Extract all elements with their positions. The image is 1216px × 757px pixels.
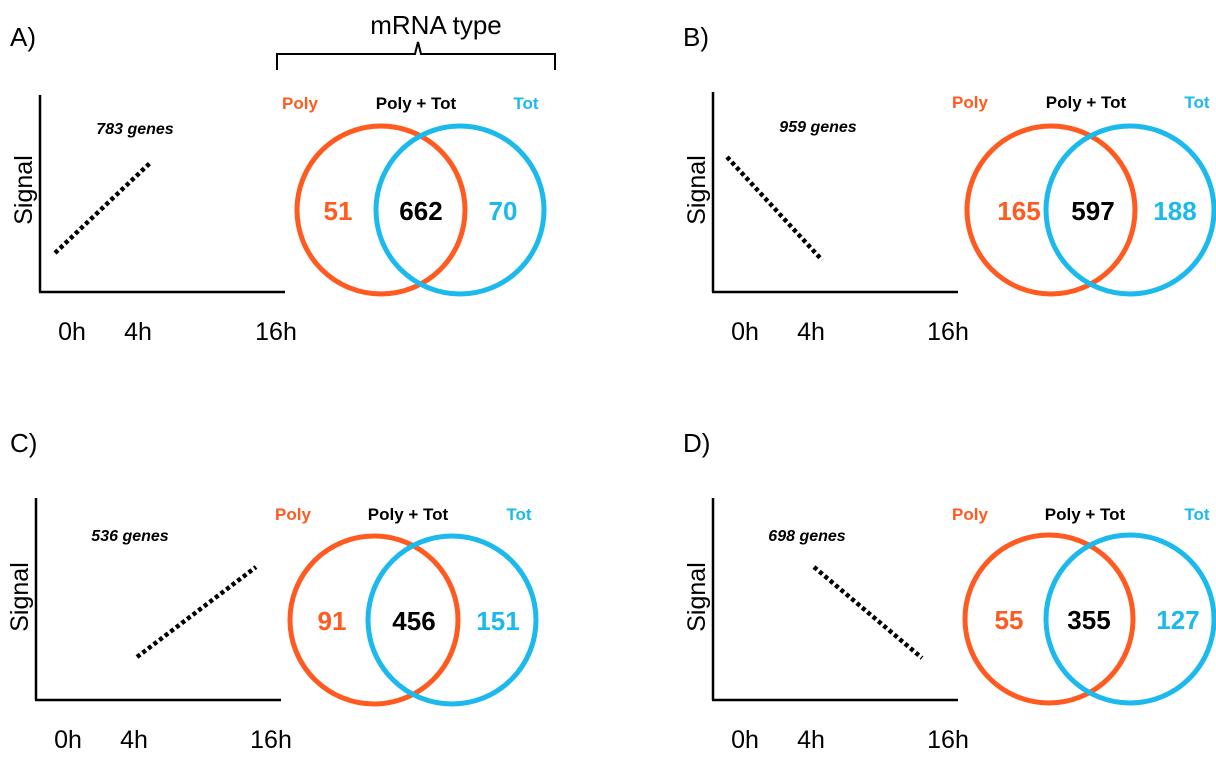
tick-label-4h: 4h <box>120 726 148 754</box>
mrna-type-title: mRNA type <box>370 10 502 40</box>
tot-only-count: 188 <box>1153 196 1196 226</box>
tick-label-16h: 16h <box>927 726 969 754</box>
venn-diagram: Poly Poly + Tot Tot 91 456 151 <box>275 505 539 707</box>
panel-label: A) <box>10 22 36 52</box>
tick-label-4h: 4h <box>797 726 825 754</box>
poly-tot-header: Poly + Tot <box>1045 505 1126 524</box>
tot-header: Tot <box>1184 505 1210 524</box>
panel-label: B) <box>683 22 709 52</box>
y-axis-label: Signal <box>683 562 711 632</box>
mrna-type-bracket <box>276 41 556 70</box>
venn-diagram: Poly Poly + Tot Tot 165 597 188 <box>952 93 1216 297</box>
tick-label-4h: 4h <box>797 318 825 346</box>
tick-label-4h: 4h <box>124 318 152 346</box>
y-axis-label: Signal <box>6 562 34 632</box>
y-axis-label: Signal <box>683 155 711 225</box>
trend-line <box>135 565 258 659</box>
tick-label-16h: 16h <box>255 318 297 346</box>
gene-count: 959 genes <box>779 119 856 136</box>
poly-only-count: 91 <box>318 606 347 636</box>
venn-diagram: Poly Poly + Tot Tot 51 662 70 <box>282 94 547 297</box>
poly-circle <box>287 533 461 707</box>
trend-line <box>812 565 924 660</box>
overlap-count: 597 <box>1071 196 1114 226</box>
overlap-count: 662 <box>399 196 442 226</box>
signal-plot: Signal 0h 4h 16h 698 genes <box>683 498 969 754</box>
poly-header: Poly <box>952 505 988 524</box>
signal-plot: Signal 0h 4h 16h 536 genes <box>6 498 292 754</box>
trend-line <box>725 155 824 262</box>
tot-only-count: 70 <box>489 196 518 226</box>
tick-label-16h: 16h <box>927 318 969 346</box>
panel-a: A) Signal 0h 4h 16h 783 genes Poly Poly … <box>10 22 547 346</box>
panel-label: D) <box>683 428 710 458</box>
poly-tot-header: Poly + Tot <box>376 94 457 113</box>
gene-count: 783 genes <box>96 121 173 138</box>
tot-circle <box>373 123 547 297</box>
poly-header: Poly <box>275 505 311 524</box>
tick-label-0h: 0h <box>58 318 86 346</box>
poly-header: Poly <box>282 94 318 113</box>
poly-circle <box>294 123 468 297</box>
signal-plot: Signal 0h 4h 16h 959 genes <box>683 92 969 346</box>
overlap-count: 456 <box>392 606 435 636</box>
poly-only-count: 51 <box>324 196 353 226</box>
poly-tot-header: Poly + Tot <box>368 505 449 524</box>
poly-tot-header: Poly + Tot <box>1046 93 1127 112</box>
tick-label-16h: 16h <box>250 726 292 754</box>
gene-count: 536 genes <box>91 528 168 545</box>
panel-b: B) Signal 0h 4h 16h 959 genes Poly Poly … <box>683 22 1216 346</box>
tot-circle <box>365 533 539 707</box>
venn-diagram: Poly Poly + Tot Tot 55 355 127 <box>952 505 1216 706</box>
panel-c: C) Signal 0h 4h 16h 536 genes Poly Poly … <box>6 428 539 754</box>
panel-d: D) Signal 0h 4h 16h 698 genes Poly Poly … <box>683 428 1216 754</box>
panel-label: C) <box>10 428 37 458</box>
trend-line <box>53 161 152 255</box>
poly-only-count: 165 <box>997 196 1040 226</box>
overlap-count: 355 <box>1067 605 1110 635</box>
tick-label-0h: 0h <box>731 318 759 346</box>
gene-count: 698 genes <box>768 528 845 545</box>
tick-label-0h: 0h <box>54 726 82 754</box>
tot-circle <box>1043 123 1216 297</box>
poly-circle <box>962 532 1136 706</box>
tot-header: Tot <box>506 505 532 524</box>
tot-header: Tot <box>513 94 539 113</box>
tot-only-count: 151 <box>476 606 519 636</box>
signal-plot: Signal 0h 4h 16h 783 genes <box>10 95 297 346</box>
tot-header: Tot <box>1184 93 1210 112</box>
tot-circle <box>1043 532 1216 706</box>
y-axis-label: Signal <box>10 155 38 225</box>
tot-only-count: 127 <box>1156 605 1199 635</box>
poly-only-count: 55 <box>995 605 1024 635</box>
mrna-type-header: mRNA type <box>276 10 556 70</box>
poly-header: Poly <box>952 93 988 112</box>
tick-label-0h: 0h <box>731 726 759 754</box>
poly-circle <box>964 123 1138 297</box>
